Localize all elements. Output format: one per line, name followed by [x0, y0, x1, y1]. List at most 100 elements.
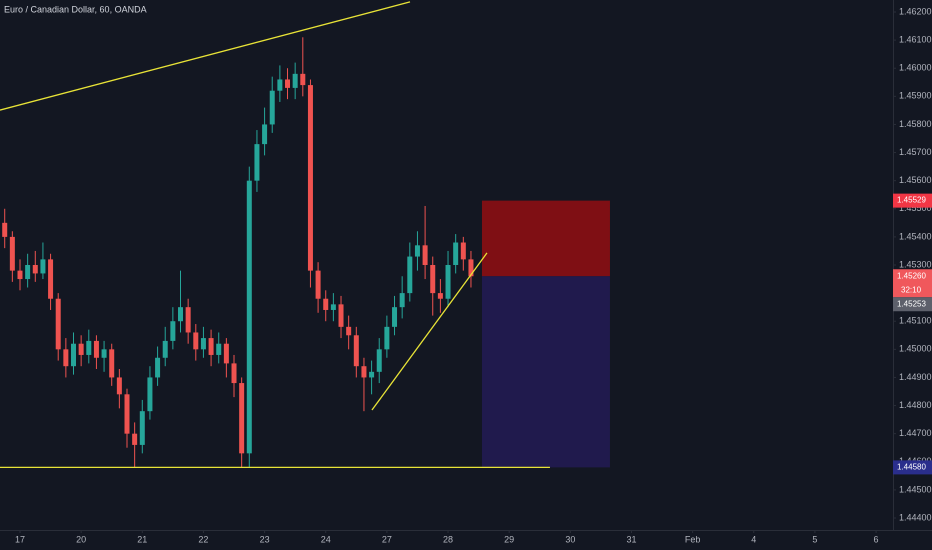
y-tick-label: 1.45400 [899, 231, 932, 241]
candle-body [315, 270, 321, 299]
y-tick-label: 1.44400 [899, 512, 932, 522]
y-tick-label: 1.45800 [899, 119, 932, 129]
candle-body [109, 349, 115, 378]
candle-body [369, 371, 375, 378]
x-tick-label: 20 [76, 534, 86, 544]
price-tag-timer: 32:10 [901, 285, 922, 294]
candle-body [392, 307, 398, 327]
x-tick-label: 27 [382, 534, 392, 544]
x-tick-label: 31 [626, 534, 636, 544]
candle-body [468, 259, 474, 277]
x-tick-label: 17 [15, 534, 25, 544]
candle-body [9, 236, 15, 271]
x-tick-label: 29 [504, 534, 514, 544]
candle-body [384, 326, 390, 350]
y-tick-label: 1.45300 [899, 259, 932, 269]
x-tick-label: 24 [321, 534, 331, 544]
candle-body [193, 332, 199, 350]
candle-body [323, 298, 329, 310]
candle-body [430, 265, 436, 294]
candle-body [277, 79, 283, 91]
price-tag-label: 1.45260 [897, 271, 926, 280]
y-tick-label: 1.46200 [899, 6, 932, 16]
candle-body [86, 340, 92, 355]
y-tick-label: 1.46100 [899, 34, 932, 44]
candle-body [70, 343, 76, 367]
candle-body [124, 394, 130, 434]
candle-body [78, 343, 84, 355]
candle-body [139, 411, 145, 445]
price-tag-label: 1.45529 [897, 196, 926, 205]
price-tag [893, 193, 932, 208]
y-tick-label: 1.45600 [899, 175, 932, 185]
candle-body [63, 349, 69, 367]
x-tick-label: 5 [812, 534, 817, 544]
candle-body [269, 90, 275, 125]
candle-body [285, 79, 291, 88]
trend-line [371, 252, 488, 411]
candle-body [55, 298, 61, 350]
candle-body [414, 245, 420, 257]
price-tag [893, 460, 932, 475]
y-tick-label: 1.45900 [899, 91, 932, 101]
x-tick-label: 4 [751, 534, 756, 544]
y-tick-label: 1.44700 [899, 428, 932, 438]
y-tick-label: 1.46000 [899, 63, 932, 73]
price-tag-label: 1.44580 [897, 463, 926, 472]
candle-body [200, 338, 206, 350]
x-tick-label: 28 [443, 534, 453, 544]
trend-line [0, 1, 411, 111]
candle-body [208, 338, 214, 355]
candle-body [178, 307, 184, 322]
y-tick-label: 1.45500 [899, 203, 932, 213]
candle-body [93, 340, 99, 358]
x-tick-label: 30 [565, 534, 575, 544]
candle-body [353, 335, 359, 367]
candle-body [17, 270, 23, 280]
candle-body [407, 256, 413, 294]
candle-body [116, 377, 122, 395]
price-tag [893, 297, 932, 312]
x-tick-label: 21 [137, 534, 147, 544]
candle-body [170, 321, 176, 341]
candle-body [399, 293, 405, 308]
candle-body [48, 259, 54, 299]
y-tick-label: 1.44500 [899, 484, 932, 494]
x-tick-label: 23 [260, 534, 270, 544]
candle-body [162, 340, 168, 358]
candle-body [338, 304, 344, 327]
candle-body [437, 293, 443, 299]
y-tick-label: 1.45100 [899, 316, 932, 326]
candle-body [239, 383, 245, 454]
candle-body [40, 259, 46, 274]
candle-body [346, 326, 352, 336]
candle-body [185, 307, 191, 333]
candle-body [101, 349, 107, 358]
candle-body [246, 180, 252, 454]
candle-body [25, 265, 31, 280]
candle-body [216, 343, 222, 355]
candle-body [361, 366, 367, 378]
candle-body [376, 349, 382, 372]
candle-body [292, 73, 298, 88]
candle-body [223, 343, 229, 364]
price-tag-label: 1.45253 [897, 299, 926, 308]
y-tick-label: 1.44900 [899, 372, 932, 382]
candle-body [32, 265, 38, 274]
chart-title: Euro / Canadian Dollar, 60, OANDA [4, 4, 147, 14]
y-tick-label: 1.44800 [899, 400, 932, 410]
candle-body [453, 242, 459, 265]
x-tick-label: 22 [198, 534, 208, 544]
candle-body [460, 242, 466, 260]
x-tick-label: 6 [874, 534, 879, 544]
price-tag [893, 269, 932, 298]
candle-body [132, 433, 138, 445]
candle-body [307, 85, 313, 271]
x-tick-label: Feb [685, 534, 701, 544]
candle-body [445, 265, 451, 299]
candle-body [147, 377, 153, 412]
candle-body [262, 124, 268, 145]
candle-body [330, 304, 336, 310]
